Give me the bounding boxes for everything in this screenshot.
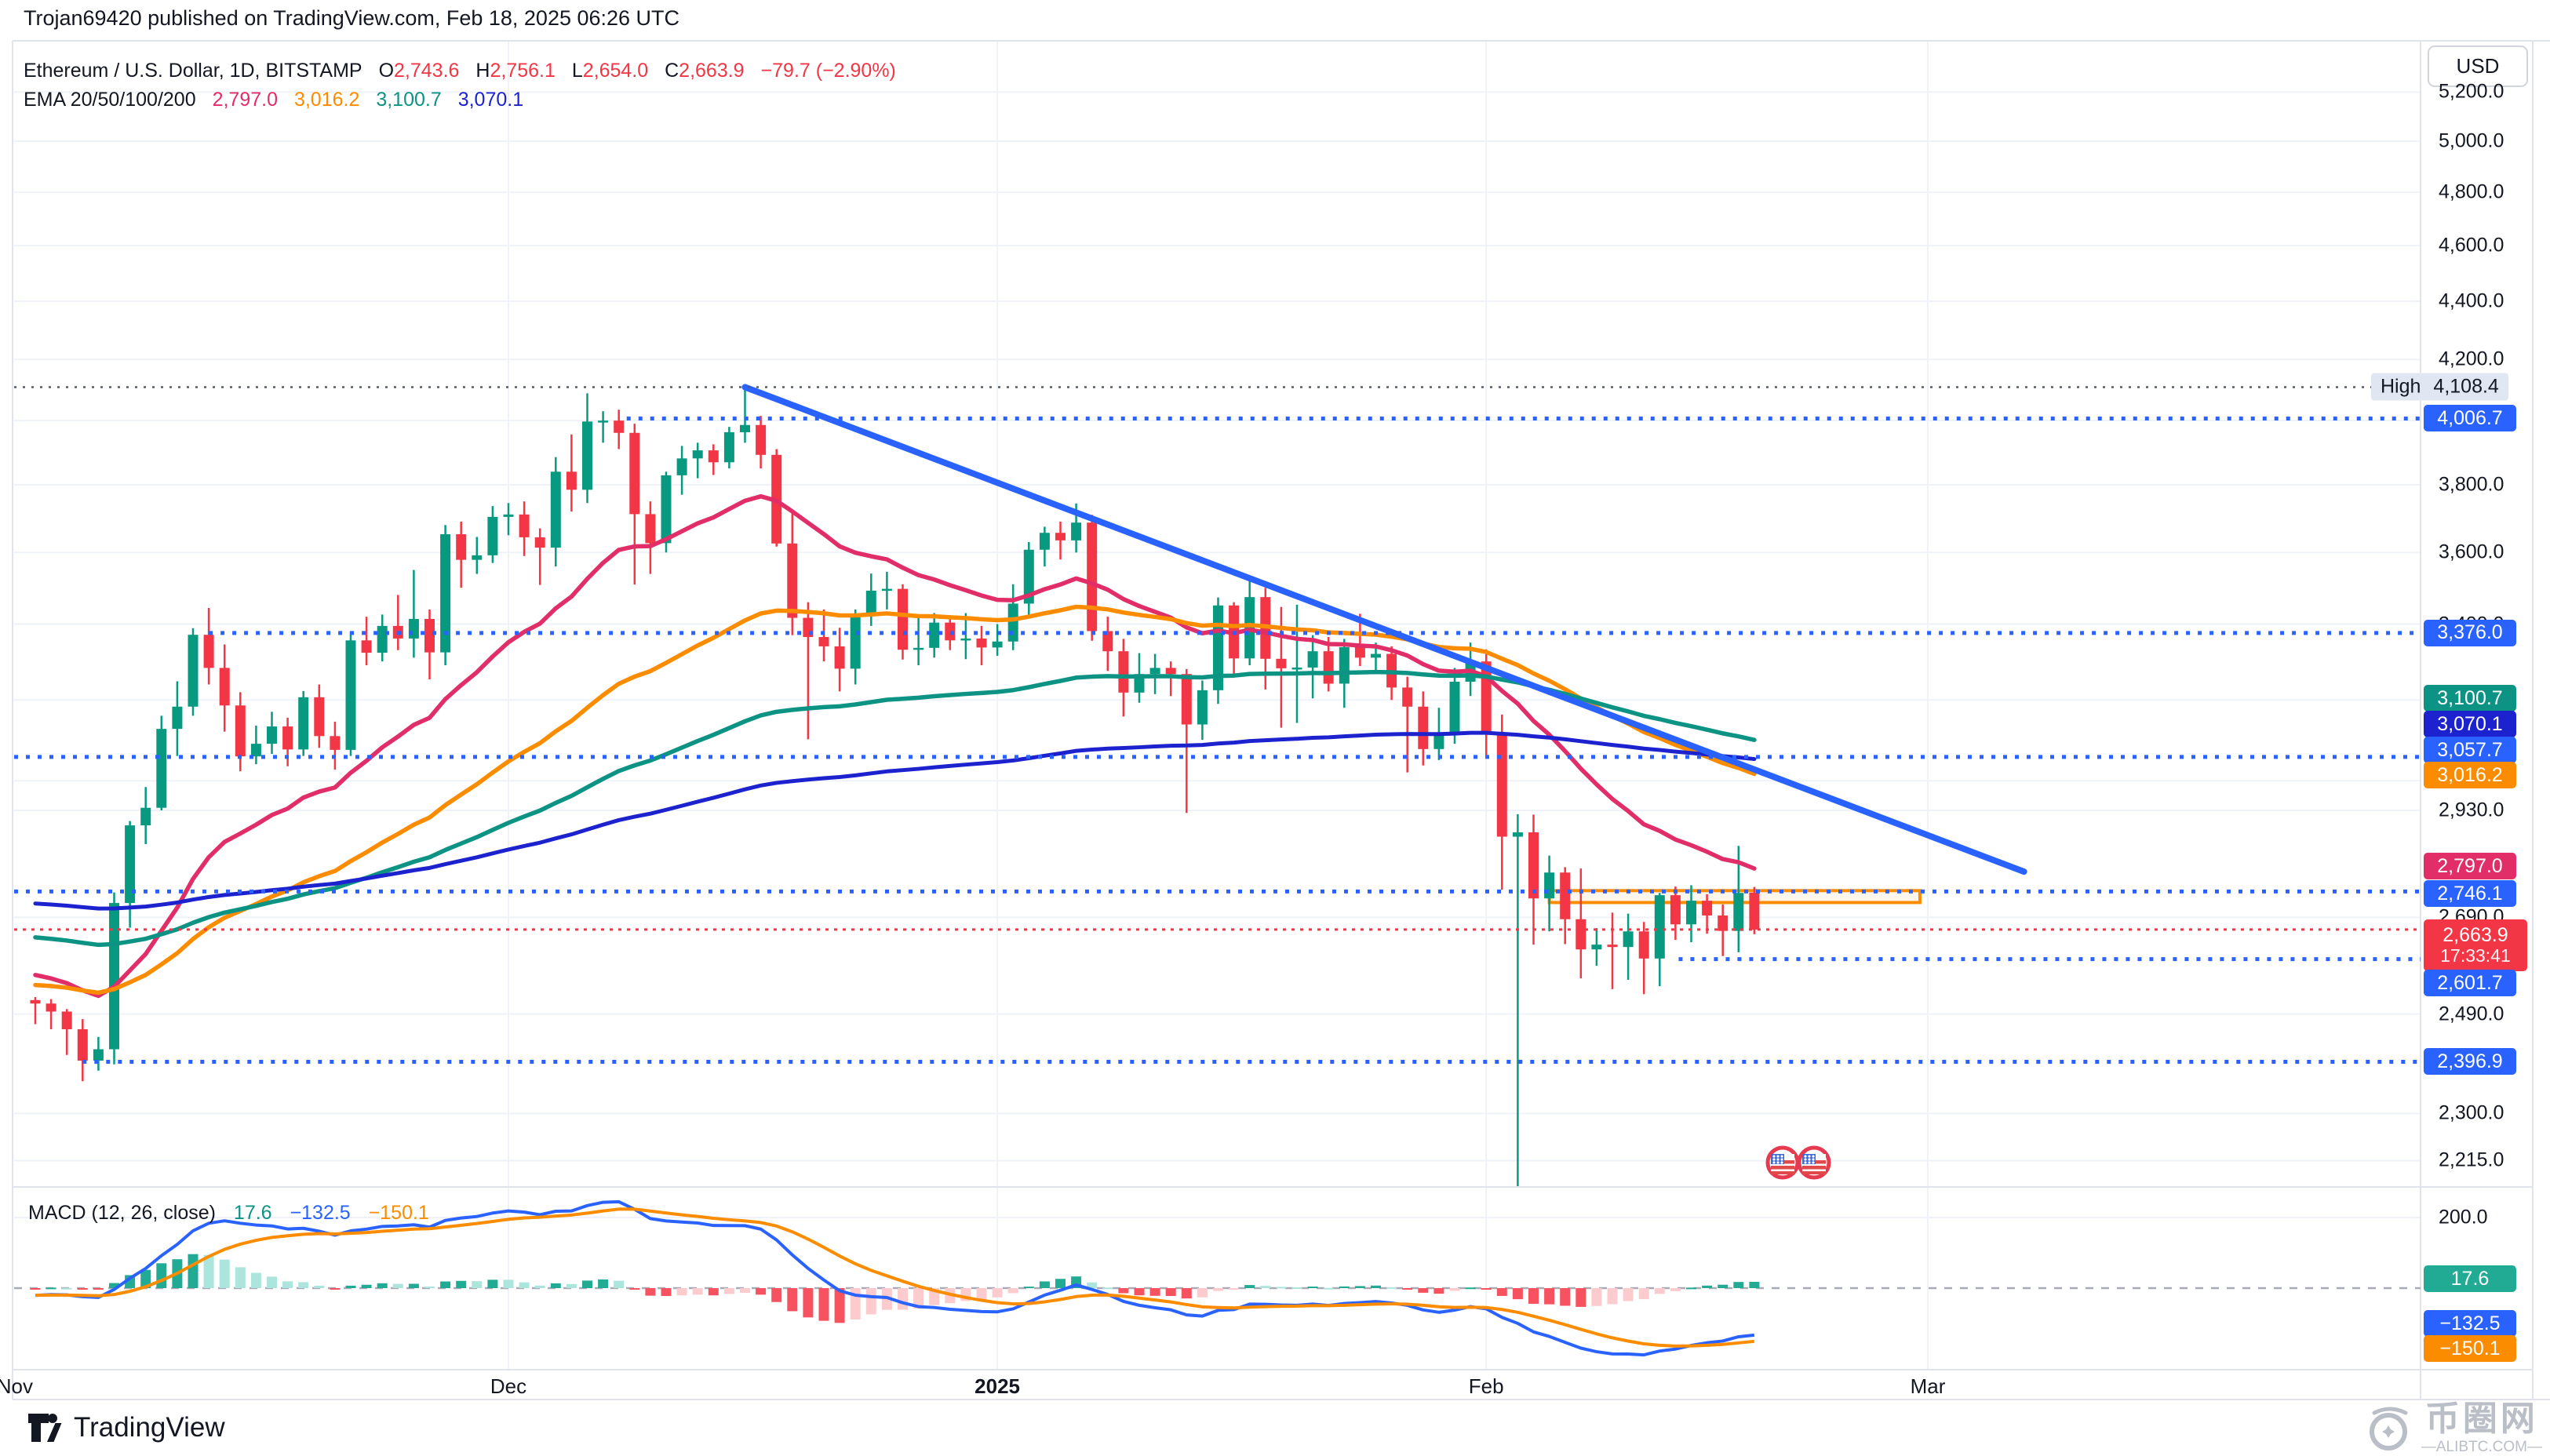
macd-signal-value: −150.1: [368, 1202, 429, 1224]
tradingview-logo-icon: [28, 1414, 62, 1442]
macd-badge-value: 17.6: [2450, 1267, 2490, 1290]
price-badge-value: 4,006.7: [2437, 406, 2503, 429]
chart-legend: Ethereum / U.S. Dollar, 1D, BITSTAMP O2,…: [24, 56, 896, 115]
publish-line: Trojan69420 published on TradingView.com…: [24, 6, 680, 30]
price-badge-value: 2,396.9: [2437, 1050, 2503, 1072]
current-price-badge: 2,663.9 17:33:41: [2424, 919, 2527, 971]
price-tick-label: 4,400.0: [2439, 289, 2504, 312]
symbol-legend-row: Ethereum / U.S. Dollar, 1D, BITSTAMP O2,…: [24, 56, 896, 86]
event-flags-group[interactable]: [1768, 1148, 1829, 1178]
macd-badge: −150.1: [2424, 1335, 2516, 1362]
price-tick-label: 5,200.0: [2439, 80, 2504, 103]
price-badge: 3,100.7: [2424, 685, 2516, 712]
time-label-Feb[interactable]: Feb: [1468, 1374, 1504, 1398]
close-value: 2,663.9: [679, 60, 745, 82]
price-badge-value: 3,100.7: [2437, 686, 2503, 709]
price-tick-label: 4,600.0: [2439, 234, 2504, 257]
time-label-Mar[interactable]: Mar: [1910, 1374, 1946, 1398]
macd-tick-label: 200.0: [2439, 1206, 2488, 1228]
price-badge-value: 2,601.7: [2437, 971, 2503, 994]
price-tick-label: 3,800.0: [2439, 473, 2504, 496]
countdown-timer: 17:33:41: [2440, 945, 2511, 966]
level-lines-group: [14, 386, 2421, 1064]
price-badge-value: 3,057.7: [2437, 738, 2503, 761]
low-value: 2,654.0: [582, 60, 649, 82]
macd-badge-value: −150.1: [2439, 1337, 2501, 1360]
high-marker-word: High: [2381, 375, 2421, 398]
ema20-value: 2,797.0: [212, 89, 278, 111]
site-watermark: 币圈网 —ALIBTC.COM—: [2363, 1402, 2542, 1454]
macd-pane: [14, 1199, 2421, 1357]
trendline: [741, 384, 2027, 875]
price-tick-label: 4,800.0: [2439, 180, 2504, 203]
price-badge-value: 3,070.1: [2437, 712, 2503, 735]
macd-hist-value: 17.6: [233, 1202, 272, 1224]
ema50-value: 3,016.2: [293, 89, 360, 111]
ema20-line: [33, 493, 1757, 999]
price-tick-label: 5,000.0: [2439, 129, 2504, 152]
price-badge: 2,396.9: [2424, 1048, 2516, 1076]
time-label-Nov[interactable]: Nov: [0, 1374, 33, 1398]
price-badge: 4,006.7: [2424, 405, 2516, 432]
price-badge-value: 2,797.0: [2437, 854, 2503, 877]
watermark-site-text: —ALIBTC.COM—: [2421, 1439, 2542, 1455]
us-flag-icon[interactable]: [1799, 1148, 1829, 1178]
ema200-line: [33, 730, 1757, 911]
price-badge: 3,376.0: [2424, 619, 2516, 646]
price-tick-label: 3,600.0: [2439, 541, 2504, 563]
ema-legend-row: EMA 20/50/100/200 2,797.0 3,016.2 3,100.…: [24, 86, 896, 115]
watermark-logo-icon: [2369, 1407, 2408, 1451]
price-badge: 2,797.0: [2424, 853, 2516, 879]
low-label: L: [571, 60, 583, 82]
time-label-Dec[interactable]: Dec: [490, 1374, 527, 1398]
price-tick-label: 4,200.0: [2439, 348, 2504, 370]
pane-borders: [12, 40, 2550, 1400]
tradingview-logo[interactable]: TradingView: [27, 1412, 225, 1443]
current-price-badge-value: 2,663.9: [2443, 924, 2508, 947]
high-value: 2,756.1: [490, 60, 556, 82]
ema200-value: 3,070.1: [457, 89, 524, 111]
price-tick-label: 2,300.0: [2439, 1101, 2504, 1124]
tradingview-wordmark: TradingView: [74, 1412, 225, 1443]
price-badge: 2,601.7: [2424, 970, 2516, 996]
macd-badge-value: −132.5: [2439, 1312, 2501, 1334]
ema50-line: [33, 604, 1757, 996]
watermark-cn-text: 币圈网: [2424, 1400, 2538, 1438]
macd-badge: 17.6: [2424, 1265, 2516, 1292]
symbol-title: Ethereum / U.S. Dollar, 1D, BITSTAMP: [24, 60, 362, 82]
price-badge: 2,746.1: [2424, 880, 2516, 907]
macd-badge: −132.5: [2424, 1310, 2516, 1337]
high-label: H: [475, 60, 490, 82]
macd-title: MACD (12, 26, close): [28, 1202, 216, 1224]
close-label: C: [665, 60, 679, 82]
open-value: 2,743.6: [394, 60, 460, 82]
ema-title: EMA 20/50/100/200: [24, 89, 196, 111]
time-label-2025[interactable]: 2025: [974, 1374, 1021, 1398]
ema100-line: [33, 669, 1757, 948]
price-badge: 3,070.1: [2424, 711, 2516, 737]
currency-toggle-button[interactable]: USD: [2428, 46, 2528, 87]
price-tick-label: 2,490.0: [2439, 1003, 2504, 1025]
price-tick-label: 2,930.0: [2439, 799, 2504, 821]
price-badge: 3,057.7: [2424, 737, 2516, 763]
price-badge-value: 3,376.0: [2437, 621, 2503, 644]
high-marker-value: 4,108.4: [2433, 375, 2499, 398]
change-value: −79.7 (−2.90%): [760, 60, 896, 82]
ema-lines-group: [33, 493, 1757, 999]
candles-group: [30, 388, 1760, 1186]
open-label: O: [378, 60, 395, 82]
price-tick-label: 2,215.0: [2439, 1148, 2504, 1171]
price-badge-value: 3,016.2: [2437, 763, 2503, 786]
us-flag-icon[interactable]: [1768, 1148, 1798, 1178]
ema100-value: 3,100.7: [376, 89, 442, 111]
gridlines: [14, 42, 2421, 1370]
high-marker-label: High 4,108.4: [2371, 373, 2508, 401]
price-badge: 3,016.2: [2424, 762, 2516, 788]
macd-line-value: −132.5: [290, 1202, 351, 1224]
macd-legend: MACD (12, 26, close) 17.6 −132.5 −150.1: [28, 1202, 429, 1225]
price-badge-value: 2,746.1: [2437, 882, 2503, 905]
